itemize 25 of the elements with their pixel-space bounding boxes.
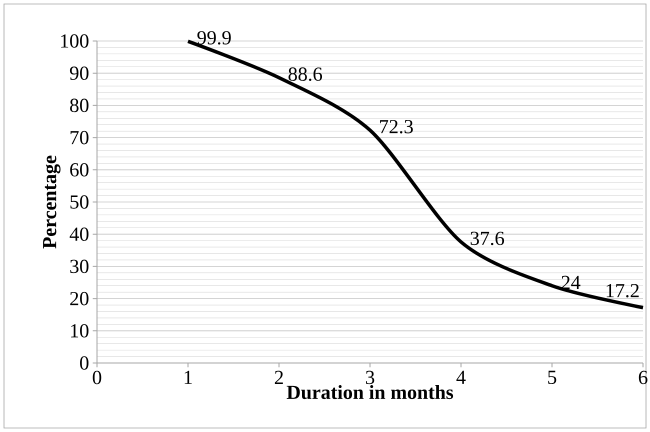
x-tick-label: 1: [184, 370, 192, 384]
y-tick-label: 50: [70, 195, 88, 209]
y-tick-label: 40: [70, 227, 88, 241]
x-tick-label: 3: [366, 370, 374, 384]
y-tick-label: 90: [70, 66, 88, 80]
y-tick-label: 20: [70, 292, 88, 306]
y-tick-label: 80: [70, 98, 88, 112]
y-tick-label: 0: [80, 356, 88, 370]
data-label: 17.2: [606, 284, 639, 298]
y-tick-label: 60: [70, 163, 88, 177]
y-tick-label: 100: [61, 34, 88, 48]
x-tick-label: 5: [548, 370, 556, 384]
data-label: 37.6: [470, 232, 504, 246]
y-tick-label: 70: [70, 130, 88, 144]
y-axis-title: Percentage: [43, 156, 60, 248]
y-tick-label: 10: [71, 324, 88, 338]
x-axis-title: Duration in months: [286, 385, 454, 400]
data-label: 88.6: [288, 67, 322, 81]
x-tick-label: 2: [274, 370, 283, 384]
data-label: 72.3: [380, 120, 413, 134]
x-tick-label: 6: [638, 370, 648, 384]
x-tick-label: 4: [456, 370, 466, 384]
x-tick-label: 0: [92, 370, 102, 384]
data-label: 99.9: [197, 31, 231, 45]
y-tick-label: 30: [70, 260, 88, 274]
